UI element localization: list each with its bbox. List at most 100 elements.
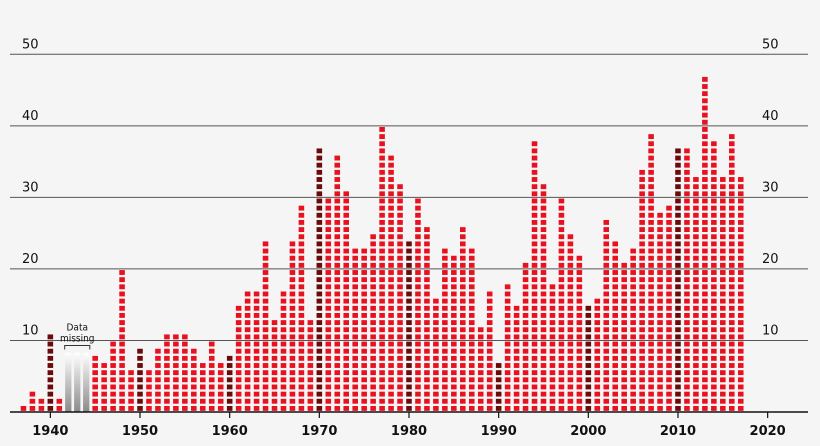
- bar-unit: [666, 398, 672, 404]
- bar-unit: [316, 169, 323, 175]
- bar-unit: [603, 384, 610, 390]
- bar-1938: [29, 391, 36, 411]
- bar-unit: [424, 270, 430, 275]
- bar-unit: [397, 255, 403, 261]
- bar-unit: [675, 262, 681, 268]
- bar-unit: [379, 405, 385, 411]
- bar-unit: [693, 234, 699, 240]
- bar-1963: [253, 291, 260, 411]
- bar-1988: [477, 327, 484, 411]
- bar-unit: [675, 148, 681, 154]
- bar-unit: [711, 348, 717, 354]
- bar-unit: [451, 398, 457, 404]
- bar-unit: [128, 405, 134, 411]
- bar-unit: [693, 277, 699, 283]
- bar-unit: [460, 384, 466, 390]
- bar-unit: [397, 205, 403, 211]
- bar-unit: [442, 341, 448, 347]
- bar-unit: [648, 363, 654, 368]
- bar-unit: [720, 355, 726, 361]
- bar-unit: [531, 277, 538, 283]
- bar-unit: [675, 212, 681, 218]
- bar-unit: [92, 405, 98, 411]
- bar-unit: [316, 384, 323, 390]
- bar-unit: [513, 327, 520, 333]
- bar-unit: [675, 169, 681, 175]
- bar-unit: [513, 355, 520, 361]
- bar-unit: [675, 370, 681, 376]
- bar-unit: [424, 234, 430, 240]
- bar-unit: [630, 370, 636, 376]
- bar-unit: [137, 398, 143, 404]
- bar-unit: [406, 277, 412, 283]
- bar-unit: [235, 341, 242, 347]
- bar-unit: [424, 363, 430, 368]
- bar-2011: [684, 148, 690, 411]
- bar-unit: [621, 398, 627, 404]
- bar-unit: [379, 141, 385, 147]
- bar-unit: [666, 384, 672, 390]
- bar-unit: [289, 312, 296, 318]
- bar-unit: [388, 355, 394, 361]
- bar-unit: [343, 341, 350, 347]
- bar-unit: [137, 355, 143, 361]
- bar-unit: [648, 219, 654, 225]
- bar-unit: [388, 291, 394, 297]
- bar-unit: [280, 363, 287, 368]
- bar-unit: [603, 291, 610, 297]
- bar-unit: [531, 241, 538, 247]
- bar-unit: [316, 284, 323, 290]
- bar-unit: [468, 341, 475, 347]
- bar-unit: [612, 305, 619, 311]
- bar-unit: [307, 377, 314, 383]
- bar-unit: [433, 405, 439, 411]
- bar-unit: [675, 277, 681, 283]
- bar-unit: [522, 298, 529, 304]
- bar-unit: [397, 320, 403, 326]
- bar-unit: [110, 405, 116, 411]
- bar-unit: [477, 355, 484, 361]
- bar-unit: [702, 262, 708, 268]
- bar-unit: [720, 391, 726, 397]
- bar-unit: [262, 248, 269, 254]
- bar-unit: [370, 248, 376, 254]
- bar-1981: [415, 198, 421, 411]
- bar-2001: [594, 298, 601, 411]
- bar-unit: [729, 169, 735, 175]
- bar-unit: [397, 334, 403, 340]
- bar-unit: [253, 305, 260, 311]
- bar-unit: [101, 398, 107, 404]
- bar-unit: [648, 148, 654, 154]
- bar-unit: [531, 141, 538, 147]
- bar-unit: [567, 248, 574, 254]
- bar-unit: [388, 405, 394, 411]
- bar-unit: [191, 370, 197, 376]
- bar-unit: [343, 241, 350, 247]
- bar-unit: [630, 298, 636, 304]
- bar-unit: [433, 384, 439, 390]
- bar-unit: [271, 348, 278, 354]
- bar-1987: [468, 248, 475, 411]
- bar-unit: [711, 227, 717, 233]
- bar-unit: [729, 219, 735, 225]
- bar-unit: [415, 398, 421, 404]
- bar-unit: [693, 298, 699, 304]
- bar-unit: [334, 184, 341, 190]
- bar-unit: [702, 348, 708, 354]
- bar-unit: [729, 284, 735, 290]
- bar-unit: [711, 205, 717, 211]
- bar-unit: [684, 234, 690, 240]
- bar-unit: [729, 341, 735, 347]
- bar-unit: [675, 191, 681, 197]
- bar-1979: [397, 184, 403, 411]
- bar-unit: [603, 227, 610, 233]
- bar-unit: [262, 270, 269, 275]
- bar-unit: [684, 377, 690, 383]
- bar-unit: [684, 341, 690, 347]
- bar-unit: [737, 363, 744, 368]
- bar-unit: [424, 248, 430, 254]
- bar-unit: [415, 320, 421, 326]
- bar-unit: [397, 184, 403, 190]
- bar-unit: [217, 370, 224, 376]
- missing-label-line1: Data: [67, 322, 88, 333]
